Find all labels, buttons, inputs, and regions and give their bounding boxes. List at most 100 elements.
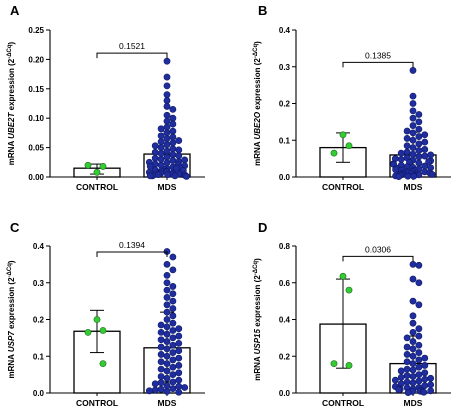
data-point-mds (428, 171, 436, 178)
data-point-mds (404, 389, 412, 397)
data-point-mds (403, 372, 411, 379)
significance-bracket (96, 251, 168, 257)
data-point-mds (175, 362, 183, 369)
data-point-mds (157, 365, 165, 373)
data-point-mds (169, 385, 177, 392)
y-tick-label: 0.4 (279, 26, 291, 35)
data-point-mds (409, 379, 417, 387)
data-point-mds (415, 371, 423, 379)
data-point-mds (409, 338, 417, 345)
data-point-mds (421, 354, 429, 362)
data-point-mds (415, 279, 423, 287)
p-value-label: 0.1385 (365, 50, 391, 60)
data-point-control (93, 168, 101, 176)
data-point-mds (163, 388, 171, 395)
data-point-mds (151, 154, 159, 162)
data-point-mds (163, 301, 171, 309)
data-point-mds (403, 378, 411, 386)
y-tick-label: 0.4 (33, 242, 45, 251)
data-point-mds (163, 97, 171, 104)
data-point-mds (427, 387, 435, 395)
data-point-control (330, 360, 338, 367)
data-point-mds (409, 312, 417, 320)
data-point-mds (415, 133, 423, 140)
panel-letter: C (10, 220, 20, 235)
data-point-mds (421, 146, 429, 153)
data-point-mds (163, 367, 171, 375)
data-point-mds (409, 297, 417, 305)
data-point-control (339, 272, 347, 280)
data-point-control (93, 316, 101, 323)
data-point-mds (169, 341, 177, 349)
data-point-mds (403, 127, 411, 135)
x-tick-label: MDS (158, 182, 177, 192)
data-point-mds (415, 118, 423, 126)
data-point-control (99, 327, 107, 334)
data-point-control (345, 142, 353, 150)
data-point-mds (163, 323, 171, 331)
data-point-mds (163, 153, 171, 161)
data-point-mds (157, 125, 165, 133)
data-point-mds (169, 312, 177, 320)
data-point-mds (427, 374, 435, 382)
data-point-mds (169, 290, 177, 298)
y-tick-label: 0.2 (33, 316, 45, 325)
data-point-mds (410, 172, 418, 180)
data-point-mds (409, 67, 417, 74)
data-point-mds (157, 385, 165, 393)
data-point-mds (409, 328, 417, 336)
data-point-mds (157, 155, 165, 163)
data-point-mds (409, 360, 417, 367)
data-point-mds (157, 328, 165, 336)
significance-bracket (342, 61, 414, 68)
data-point-mds (175, 382, 183, 390)
x-tick-label: CONTROL (322, 398, 364, 408)
significance-bracket (342, 255, 414, 262)
data-point-mds (151, 142, 159, 150)
y-tick-label: 0.1 (279, 136, 291, 145)
data-point-control (345, 362, 353, 369)
y-tick-label: 0.3 (33, 279, 45, 288)
data-point-mds (415, 377, 423, 385)
y-tick-label: 0.2 (279, 100, 291, 109)
data-point-mds (403, 135, 411, 142)
data-point-mds (163, 159, 171, 167)
data-point-mds (169, 151, 177, 159)
data-point-mds (409, 129, 417, 137)
data-point-mds (163, 345, 171, 353)
data-point-mds (163, 117, 171, 125)
data-point-mds (403, 365, 411, 373)
data-point-mds (157, 138, 165, 146)
y-tick-label: 0.00 (28, 173, 44, 182)
data-point-mds (403, 142, 411, 150)
data-point-mds (415, 356, 423, 364)
data-point-mds (415, 349, 423, 356)
data-point-mds (409, 373, 417, 380)
data-point-mds (404, 172, 412, 180)
data-point-mds (175, 332, 183, 340)
data-point-mds (175, 137, 183, 144)
data-point-mds (409, 319, 417, 327)
data-point-mds (397, 149, 405, 157)
data-point-mds (163, 73, 171, 81)
y-tick-label: 0.2 (279, 352, 291, 361)
data-point-mds (415, 111, 423, 118)
data-point-mds (403, 343, 411, 351)
data-point-mds (409, 275, 417, 283)
data-point-mds (169, 253, 177, 261)
x-tick-label: MDS (158, 398, 177, 408)
data-point-mds (409, 107, 417, 115)
data-point-mds (409, 136, 417, 144)
p-value-label: 0.0306 (365, 244, 391, 254)
panel-letter: B (258, 3, 267, 18)
data-point-mds (163, 57, 171, 65)
data-point-mds (163, 308, 171, 316)
data-point-mds (163, 82, 171, 90)
data-point-mds (169, 120, 177, 128)
data-point-mds (169, 349, 177, 356)
data-point-control (345, 286, 353, 294)
data-point-mds (169, 371, 177, 379)
